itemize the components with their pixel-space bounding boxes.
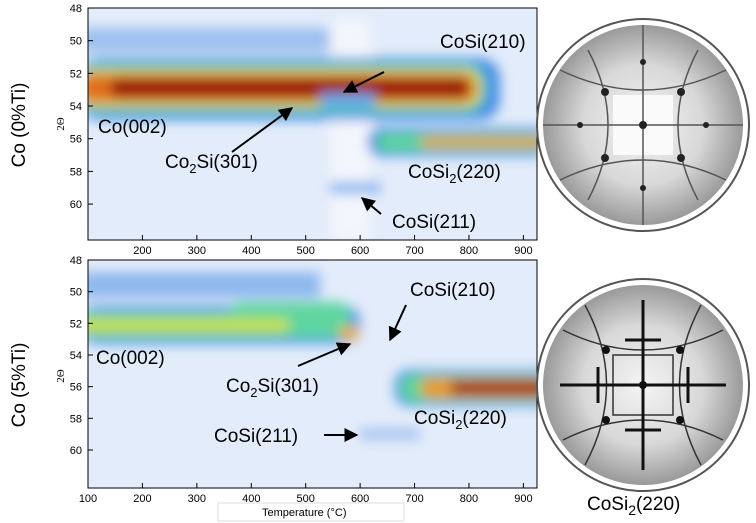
x-tick-label: 600: [351, 245, 369, 257]
annotation: Co(002): [96, 348, 165, 369]
caption-sub: 2: [628, 502, 636, 518]
x-tick-label: 100: [79, 493, 97, 505]
annotation-text: CoSi: [408, 162, 449, 183]
annotation-text: Si(301): [258, 376, 319, 397]
pole-figure-caption: CoSi2(220): [587, 494, 680, 518]
row-label: Co (0%Ti): [9, 83, 30, 168]
x-tick-label: 700: [405, 245, 423, 257]
x-tick-label: 700: [405, 493, 423, 505]
y-tick-label: 54: [70, 350, 82, 362]
y-tick-label: 52: [70, 318, 82, 330]
annotation-text: Co: [165, 152, 189, 173]
y-tick-label: 56: [70, 134, 82, 146]
y-tick-label: 60: [70, 199, 82, 211]
annotation-text: (220): [462, 408, 506, 429]
annotation-text: CoSi(211): [392, 212, 476, 233]
annotation-text: CoSi(211): [214, 426, 298, 447]
y-axis-label: 2Θ: [55, 369, 67, 383]
y-tick-label: 50: [70, 36, 82, 48]
y-tick-label: 48: [70, 3, 82, 15]
x-tick-label: 800: [460, 245, 478, 257]
caption-text: (220): [636, 494, 680, 515]
pole-figure-bottom: [537, 279, 749, 491]
annotation-text: Co(002): [96, 348, 165, 369]
x-tick-label: 200: [133, 493, 151, 505]
annotation: CoSi(210): [440, 32, 526, 53]
y-tick-label: 58: [70, 413, 82, 425]
y-tick-label: 60: [70, 445, 82, 457]
y-tick-label: 48: [70, 255, 82, 267]
y-tick-label: 58: [70, 166, 82, 178]
annotation: CoSi(210): [410, 280, 496, 301]
annotation-text: CoSi(210): [440, 32, 526, 53]
caption-text: CoSi: [587, 494, 628, 515]
annotation-text: (220): [456, 162, 500, 183]
annotation-sub: 2: [449, 171, 456, 186]
y-axis-label: 2Θ: [55, 117, 67, 131]
y-tick-label: 50: [70, 287, 82, 299]
y-tick-label: 56: [70, 382, 82, 394]
x-tick-label: 600: [351, 493, 369, 505]
annotation: Co2Si(301): [165, 152, 258, 176]
x-tick-label: 300: [188, 493, 206, 505]
annotation-text: CoSi(210): [410, 280, 496, 301]
x-tick-label: 400: [242, 245, 260, 257]
annotation: Co(002): [98, 117, 167, 138]
pole-figure-top: [537, 19, 749, 231]
y-tick-label: 52: [70, 68, 82, 80]
x-tick-label: 900: [514, 245, 532, 257]
annotation-text: Co(002): [98, 117, 167, 138]
annotation: CoSi(211): [214, 426, 298, 447]
figure: Co (0%Ti) Co (5%Ti) 2Θ 2Θ CoSi(210) Co(0…: [0, 0, 756, 523]
annotation-sub: 2: [189, 161, 196, 176]
annotation-sub: 2: [250, 385, 257, 400]
row-label: Co (5%Ti): [9, 343, 30, 428]
annotation: CoSi(211): [392, 212, 476, 233]
annotation-text: Si(301): [197, 152, 258, 173]
x-tick-label: 200: [133, 245, 151, 257]
annotation: Co2Si(301): [226, 376, 319, 400]
x-tick-label: 900: [514, 493, 532, 505]
x-tick-label: 300: [188, 245, 206, 257]
annotation-sub: 2: [455, 417, 462, 432]
y-tick-label: 54: [70, 101, 82, 113]
annotation-text: CoSi: [414, 408, 455, 429]
annotation-text: Co: [226, 376, 250, 397]
x-tick-label: 500: [297, 245, 315, 257]
x-tick-label: 800: [460, 493, 478, 505]
x-axis-label: Temperature (°C): [262, 507, 346, 519]
x-tick-label: 500: [297, 493, 315, 505]
x-tick-label: 400: [242, 493, 260, 505]
